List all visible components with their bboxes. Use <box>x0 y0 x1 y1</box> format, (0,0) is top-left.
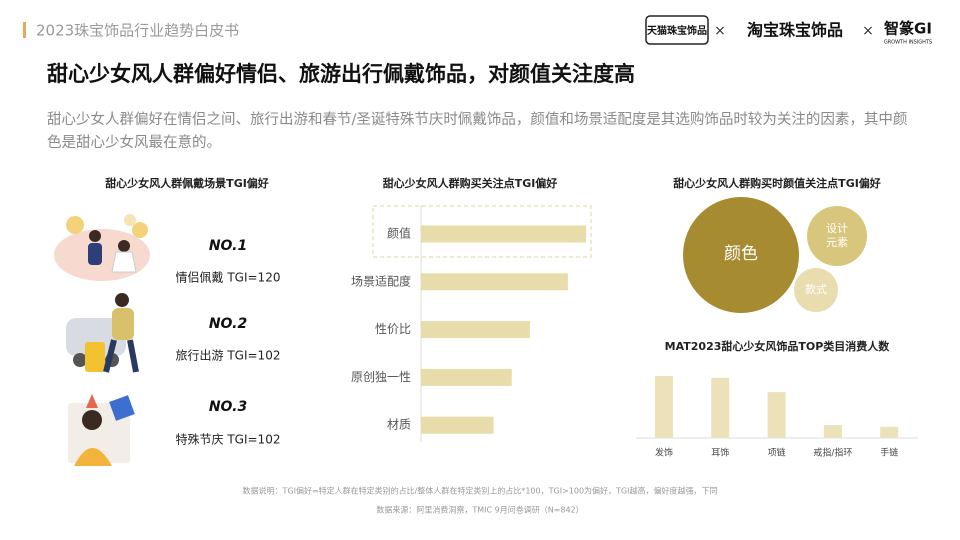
bar <box>421 321 530 339</box>
scene-label: 旅行出游 TGI=102 <box>176 349 281 363</box>
title: 甜心少女风人群偏好情侣、旅游出行佩戴饰品，对颜值关注度高 <box>47 62 635 86</box>
accent <box>23 22 26 38</box>
category-label: 项链 <box>768 447 786 459</box>
category-label: 手链 <box>880 447 898 459</box>
scene-label: 情侣佩戴 TGI=120 <box>176 270 281 285</box>
category-label: 颜值 <box>387 226 411 241</box>
report-name: 2023珠宝饰品行业趋势白皮书 <box>36 22 239 40</box>
bar <box>767 392 786 438</box>
bubble: 颜色 <box>683 197 799 313</box>
logo-taobao: 淘宝珠宝饰品 <box>747 21 843 40</box>
category-label: 戒指/指环 <box>813 447 852 459</box>
highlight-box <box>372 205 592 258</box>
bubble: 设计元素 <box>806 205 868 267</box>
category-label: 原创独一性 <box>351 370 411 384</box>
bar <box>880 426 899 438</box>
chart-title: MAT2023甜心少女风饰品TOP类目消费人数 <box>665 339 891 353</box>
illustration-festival <box>68 394 135 466</box>
panel-title: 甜心少女风人群佩戴场景TGI偏好 <box>105 176 269 190</box>
rank: NO.3 <box>209 399 247 415</box>
footnote: 数据说明：TGI偏好=特定人群在特定类别的占比/整体人群在特定类别上的占比*10… <box>243 486 718 496</box>
bubble: 款式 <box>794 268 838 312</box>
scene-label: 特殊节庆 TGI=102 <box>176 432 281 447</box>
bar <box>421 368 512 386</box>
bar <box>421 225 586 243</box>
bubble-label: 款式 <box>804 283 827 297</box>
bubble-label: 设计元素 <box>825 222 848 249</box>
chart-title: 甜心少女风人群购买关注点TGI偏好 <box>383 176 558 190</box>
rank: NO.1 <box>209 238 247 254</box>
bar <box>421 273 568 291</box>
bar <box>655 376 673 438</box>
logo-gi: 智篆GI <box>884 20 932 38</box>
bar <box>711 377 730 438</box>
logo-tmall: 天猫珠宝饰品 <box>647 24 707 37</box>
bar <box>421 416 494 434</box>
separator: × <box>714 23 726 39</box>
chart-title: 甜心少女风人群购买时颜值关注点TGI偏好 <box>673 176 881 190</box>
bar <box>823 424 842 438</box>
illustration-couple <box>54 214 150 281</box>
category-label: 耳饰 <box>711 447 729 459</box>
category-label: 发饰 <box>655 447 673 459</box>
subtitle: 甜心少女人群偏好在情侣之间、旅行出游和春节/圣诞特殊节庆时佩戴饰品，颜值和场景适… <box>47 112 908 151</box>
category-label: 性价比 <box>375 322 411 336</box>
separator: × <box>862 23 874 39</box>
category-label: 场景适配度 <box>351 273 411 288</box>
source: 数据来源：阿里消费洞察，TMIC 9月问卷调研（N=842） <box>376 505 583 515</box>
category-label: 材质 <box>387 418 411 432</box>
bubble-label: 颜色 <box>724 244 758 265</box>
rank: NO.2 <box>209 316 247 332</box>
tmall-logo-box <box>645 15 709 45</box>
illustration-travel <box>66 293 139 373</box>
logo-gi-sub: GROWTH INSIGHTS <box>884 40 932 46</box>
